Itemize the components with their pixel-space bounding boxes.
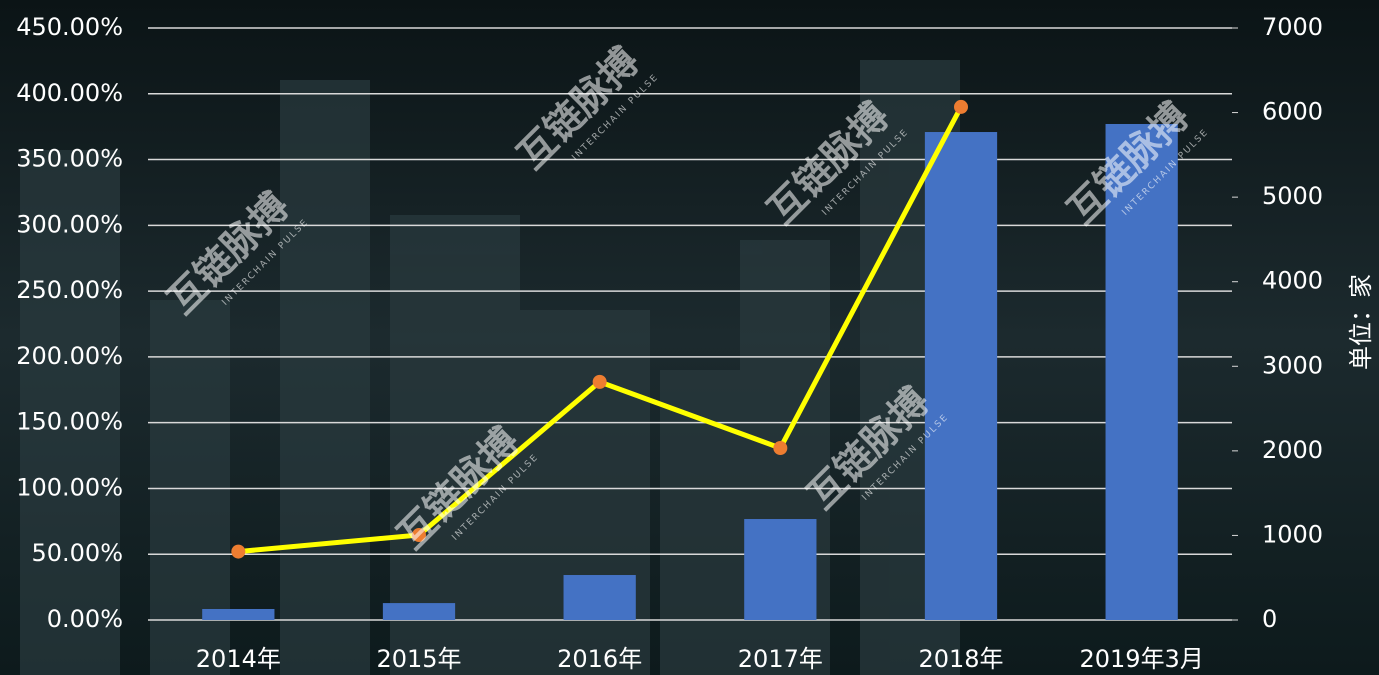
bar — [744, 519, 816, 620]
y2-tick-label: 7000 — [1262, 13, 1323, 41]
y2-tick-label: 5000 — [1262, 182, 1323, 210]
x-tick-label: 2016年 — [557, 645, 642, 673]
chart: 单位：家 0.00% 50.00% 100.00% 150.00% 200.00% 250… — [0, 0, 1379, 675]
x-tick-label: 2015年 — [376, 645, 461, 673]
y-tick-label: 300.00% — [16, 210, 123, 238]
y2-tick-label: 6000 — [1262, 98, 1323, 126]
bar — [925, 132, 997, 620]
bar — [564, 575, 636, 620]
y-tick-label: 250.00% — [16, 276, 123, 304]
y2-axis-title: 单位：家 — [1347, 274, 1375, 370]
bar — [383, 603, 455, 620]
y2-tick-label: 4000 — [1262, 267, 1323, 295]
line-marker — [593, 375, 607, 389]
line-marker — [954, 100, 968, 114]
y2-tick-label: 3000 — [1262, 351, 1323, 379]
x-tick-label: 2018年 — [918, 645, 1003, 673]
y-tick-label: 0.00% — [47, 605, 123, 633]
y2-tick-label: 0 — [1262, 605, 1277, 633]
x-tick-label: 2019年3月 — [1079, 645, 1203, 673]
y-tick-label: 450.00% — [16, 13, 123, 41]
y-tick-label: 150.00% — [16, 408, 123, 436]
line-marker — [231, 545, 245, 559]
x-tick-label: 2014年 — [196, 645, 281, 673]
y-tick-label: 350.00% — [16, 145, 123, 173]
y2-tick-label: 2000 — [1262, 436, 1323, 464]
y-tick-label: 100.00% — [16, 473, 123, 501]
x-tick-label: 2017年 — [738, 645, 823, 673]
y2-tick-label: 1000 — [1262, 520, 1323, 548]
line-marker — [773, 441, 787, 455]
y-tick-label: 200.00% — [16, 342, 123, 370]
bar — [202, 609, 274, 620]
y-tick-label: 400.00% — [16, 79, 123, 107]
y-tick-label: 50.00% — [31, 539, 123, 567]
